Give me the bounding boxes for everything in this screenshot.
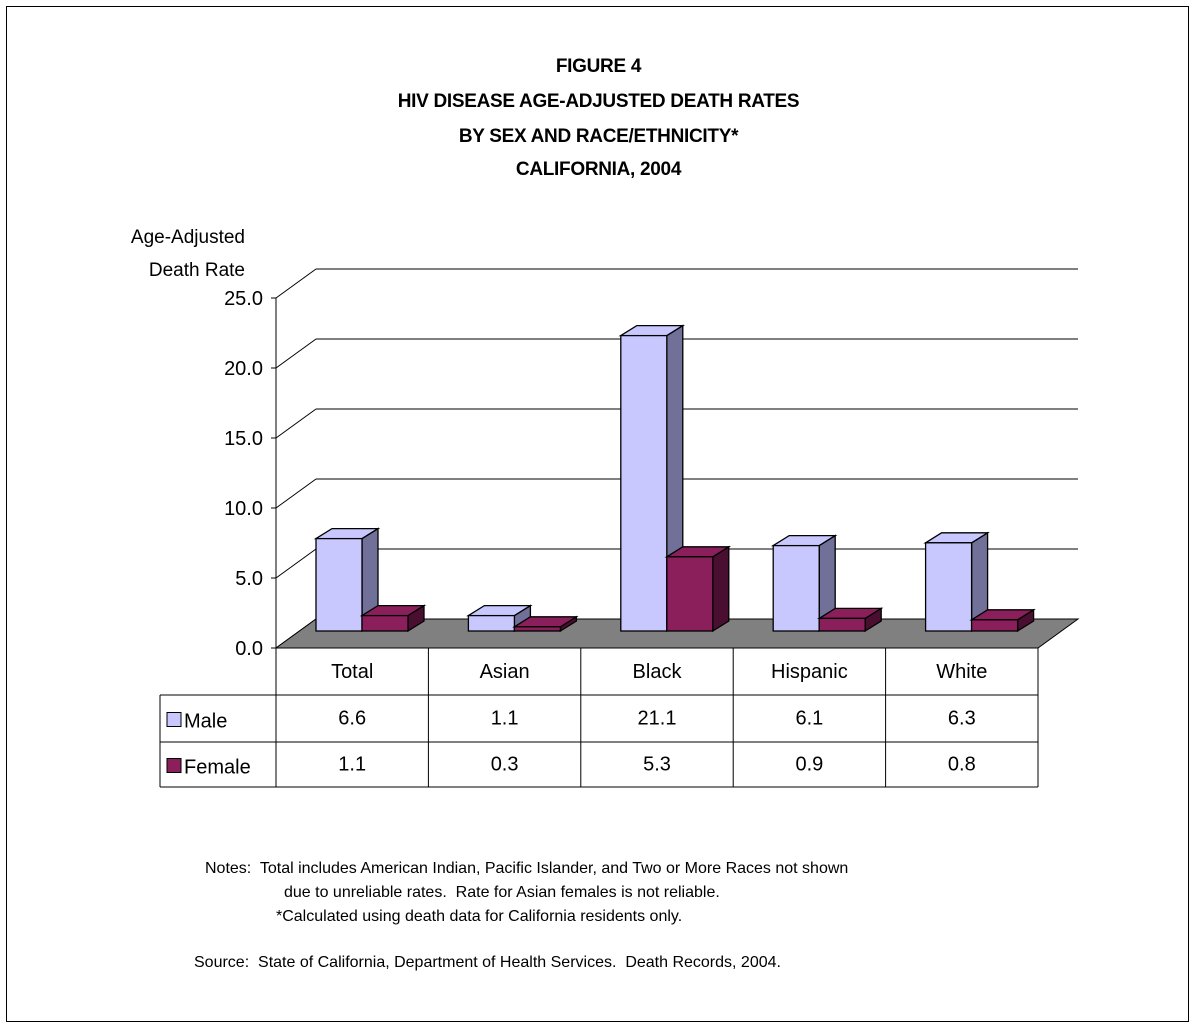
bar-male-total <box>313 527 381 633</box>
data-label: 21.1 <box>638 708 677 730</box>
source-line: Source: State of California, Department … <box>194 954 781 971</box>
legend-swatch-male <box>166 712 182 727</box>
x-tick-label: Black <box>633 661 683 683</box>
bar-front <box>620 334 668 632</box>
bar-female-total <box>359 604 427 633</box>
gridline-wall-3 <box>275 408 317 439</box>
gridline-wall-2 <box>275 478 317 509</box>
gridline-wall-4 <box>275 338 317 369</box>
legend-label-female: Female <box>184 757 251 779</box>
bar-female-asian <box>512 615 579 633</box>
data-label: 1.1 <box>491 708 519 730</box>
y-axis-label-line-2: Death Rate <box>149 260 245 281</box>
y-tick-label: 15.0 <box>224 428 263 450</box>
bar-front <box>924 542 973 632</box>
bar-male-hispanic <box>770 534 838 633</box>
data-label: 0.8 <box>948 754 976 776</box>
bar-front <box>970 619 1019 632</box>
notes-line-1: Notes: Total includes American Indian, P… <box>205 860 849 877</box>
data-label: 6.6 <box>338 708 366 730</box>
bar-front <box>666 556 714 632</box>
chart-frame <box>6 6 1189 1022</box>
notes-line-3: *Calculated using death data for Califor… <box>276 908 683 925</box>
bar-front <box>772 544 820 632</box>
y-axis-label-line-1: Age-Adjusted <box>131 227 245 248</box>
legend-label-male: Male <box>184 711 227 733</box>
y-tick-label: 5.0 <box>235 568 263 590</box>
bar-front <box>315 537 363 632</box>
bar-front <box>467 614 516 632</box>
gridline-wall-1 <box>275 548 317 579</box>
data-label: 6.3 <box>948 708 976 730</box>
data-label: 5.3 <box>643 754 671 776</box>
data-label: 0.9 <box>795 754 823 776</box>
x-tick-label: Total <box>331 661 373 683</box>
y-tick-label: 0.0 <box>235 638 263 660</box>
chart-title-line-1: FIGURE 4 <box>555 56 642 77</box>
bar-female-white <box>969 608 1036 633</box>
data-label: 0.3 <box>491 754 519 776</box>
data-label: 1.1 <box>338 754 366 776</box>
chart-title-line-4: CALIFORNIA, 2004 <box>515 159 682 180</box>
bar-female-hispanic <box>816 607 884 633</box>
bar-female-black <box>664 545 732 633</box>
bar-male-white <box>923 531 990 633</box>
x-tick-label: Hispanic <box>771 661 848 683</box>
x-tick-label: White <box>936 661 987 683</box>
chart-title-line-3: BY SEX AND RACE/ETHNICITY* <box>458 126 739 147</box>
data-label: 6.1 <box>795 708 823 730</box>
bar-side <box>712 545 730 633</box>
chart-title-line-2: HIV DISEASE AGE-ADJUSTED DEATH RATES <box>397 91 800 112</box>
legend-swatch-female <box>166 758 182 773</box>
bar-front <box>818 617 866 632</box>
y-tick-label: 20.0 <box>224 358 263 380</box>
gridline-wall-5 <box>275 268 317 299</box>
bar-front <box>513 626 562 632</box>
notes-line-2: due to unreliable rates. Rate for Asian … <box>284 884 720 901</box>
y-tick-label: 10.0 <box>224 498 263 520</box>
x-tick-label: Asian <box>480 661 530 683</box>
y-tick-label: 25.0 <box>224 288 263 310</box>
bar-front <box>361 614 409 632</box>
